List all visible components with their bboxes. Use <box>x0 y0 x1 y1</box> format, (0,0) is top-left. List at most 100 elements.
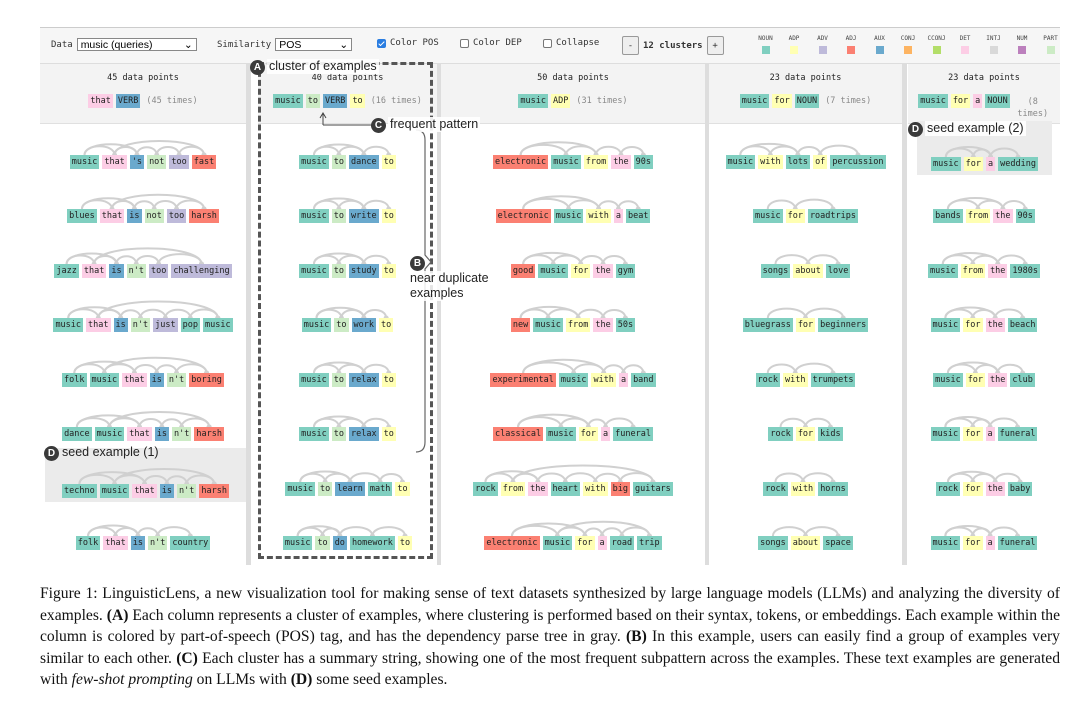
toolbar: Data music (queries) ⌄ Similarity POS ⌄ … <box>40 28 1060 64</box>
example-row[interactable]: experimental music with a band <box>441 351 705 391</box>
token-part: n't <box>126 264 146 278</box>
example-row[interactable]: rock with trumpets <box>709 351 902 391</box>
caption-segment: Each column represents a cluster of exam… <box>40 606 1061 646</box>
token-noun: percussion <box>830 155 886 169</box>
example-row[interactable]: bands from the 90s <box>908 187 1060 227</box>
token-noun: funeral <box>997 427 1038 441</box>
example-row[interactable]: music for a funeral <box>908 405 1060 445</box>
token-adp: with <box>790 482 816 496</box>
example-row[interactable]: music for the club <box>908 351 1060 391</box>
token-noun: trumpets <box>810 373 856 387</box>
token-adv: too <box>148 264 169 278</box>
dependency-arc <box>819 144 859 156</box>
legend-label: NUM <box>1016 35 1028 42</box>
token-noun: heart <box>550 482 581 496</box>
example-row[interactable]: songs about love <box>709 242 902 282</box>
token-det: that <box>102 155 127 169</box>
dependency-arc <box>156 526 192 537</box>
collapse-toggle[interactable]: Collapse <box>543 38 599 48</box>
example-row[interactable]: techno music that is n't harsh <box>45 448 246 502</box>
cluster-header[interactable]: 23 data points music for a NOUN (8 times) <box>908 64 1060 124</box>
token-noun: math <box>367 482 393 496</box>
example-row[interactable]: dance music that is n't harsh <box>40 405 246 445</box>
example-row[interactable]: music for the beach <box>908 296 1060 336</box>
color-pos-toggle[interactable]: Color POS <box>377 38 439 48</box>
figure-caption: Figure 1: LinguisticLens, a new visualiz… <box>40 583 1060 691</box>
token-part: n't <box>130 318 151 332</box>
cluster-header[interactable]: 40 data points music to VERB to (16 times) <box>258 64 437 124</box>
example-row[interactable]: rock for the baby <box>908 460 1060 500</box>
dependency-arc <box>602 308 627 319</box>
example-row[interactable]: electronic music from the 90s <box>441 133 705 173</box>
example-row[interactable]: songs about space <box>709 514 902 554</box>
token-part: to <box>331 264 346 278</box>
dependency-arc <box>97 300 219 319</box>
example-row[interactable]: music with lots of percussion <box>709 133 902 173</box>
example-row[interactable]: music for a funeral <box>908 514 1060 554</box>
token-noun: 50s <box>615 318 636 332</box>
token-adp: for <box>785 209 805 223</box>
token-det: a <box>985 536 995 550</box>
example-row[interactable]: electronic music with a beat <box>441 187 705 227</box>
example-row[interactable]: music to relax to <box>258 351 437 391</box>
example-row[interactable]: music to study to <box>258 242 437 282</box>
legend-item-num: NUM <box>1009 35 1036 54</box>
pos-legend: NOUN ADP ADV ADJ AUX CONJ CCONJ DET INTJ NUM PART <box>752 35 1066 54</box>
example-row[interactable]: folk music that is n't boring <box>40 351 246 391</box>
example-row[interactable]: music that is n't just pop music <box>40 296 246 336</box>
color-dep-toggle[interactable]: Color DEP <box>460 38 522 48</box>
dependency-arc <box>338 526 374 537</box>
token-noun: music <box>89 373 120 387</box>
example-row[interactable]: music to relax to <box>258 405 437 445</box>
example-row[interactable]: music to dance to <box>258 133 437 173</box>
example-row[interactable]: music to work to <box>258 296 437 336</box>
token-adp: from <box>500 482 526 496</box>
token-noun: music <box>930 427 961 441</box>
token-adv: just <box>153 318 178 332</box>
cluster-header[interactable]: 50 data points music ADP (31 times) <box>441 64 705 124</box>
increase-clusters-button[interactable]: + <box>706 36 724 55</box>
example-row[interactable]: new music from the 50s <box>441 296 705 336</box>
token-verb: write <box>349 209 379 223</box>
frequent-pattern: music for NOUN (7 times) <box>709 94 902 108</box>
example-row[interactable]: music from the 1980s <box>908 242 1060 282</box>
example-row[interactable]: music that's not too fast <box>40 133 246 173</box>
example-row[interactable]: rock for kids <box>709 405 902 445</box>
example-row[interactable]: rock from the heart with big guitars <box>441 460 705 500</box>
token-det: the <box>611 155 631 169</box>
token-adp: to <box>350 94 365 108</box>
example-row[interactable]: music to learn math to <box>258 460 437 500</box>
example-row[interactable]: blues that is not too harsh <box>40 187 246 227</box>
data-point-count: 45 data points <box>107 73 179 83</box>
example-row[interactable]: good music for the gym <box>441 242 705 282</box>
token-noun: beginners <box>818 318 869 332</box>
similarity-select[interactable]: POS ⌄ <box>275 38 353 51</box>
dependency-arc <box>153 199 178 210</box>
token-noun: rock <box>755 373 781 387</box>
token-noun: music <box>725 155 756 169</box>
example-row[interactable]: classical music for a funeral <box>441 405 705 445</box>
dependency-tree <box>65 247 204 267</box>
cluster-header[interactable]: 23 data points music for NOUN (7 times) <box>709 64 902 124</box>
token-adj: big <box>610 482 630 496</box>
collapse-checkbox[interactable] <box>543 38 552 48</box>
cluster-header[interactable]: 45 data points that VERB (45 times) <box>40 64 246 124</box>
color-pos-checkbox[interactable] <box>377 38 386 48</box>
token-adp: for <box>578 427 599 441</box>
example-row[interactable]: music to do homework to <box>258 514 437 554</box>
legend-label: ADJ <box>845 35 857 42</box>
example-row[interactable]: folk that is n't country <box>40 514 246 554</box>
example-row[interactable]: electronic music for a road trip <box>441 514 705 554</box>
token-adp: from <box>960 264 986 278</box>
color-dep-checkbox[interactable] <box>460 38 469 48</box>
example-row[interactable]: music to write to <box>258 187 437 227</box>
example-row[interactable]: bluegrass for beginners <box>709 296 902 336</box>
dependency-arc <box>379 472 404 483</box>
dependency-tree <box>87 524 193 539</box>
example-row[interactable]: music for roadtrips <box>709 187 902 227</box>
decrease-clusters-button[interactable]: - <box>622 36 639 55</box>
example-row[interactable]: jazz that is n't too challenging <box>40 242 246 282</box>
data-select[interactable]: music (queries) ⌄ <box>76 38 197 51</box>
token-det: that <box>81 264 107 278</box>
example-row[interactable]: rock with horns <box>709 460 902 500</box>
